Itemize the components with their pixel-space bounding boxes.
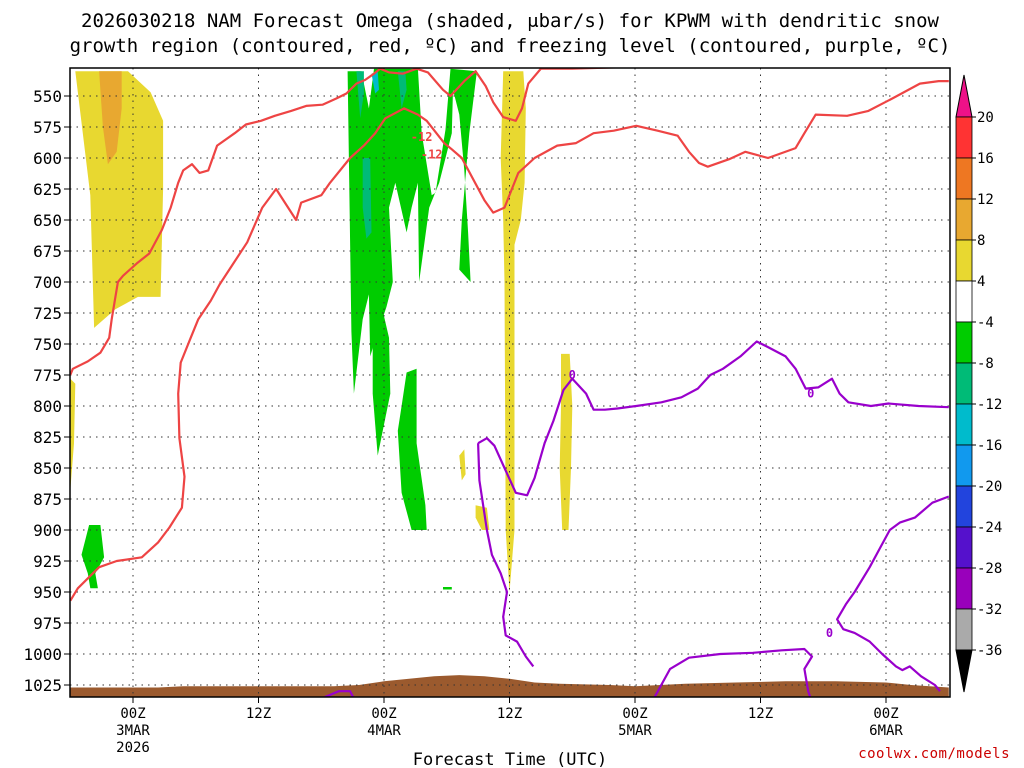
- colorbar-label-11: -28: [977, 561, 1002, 577]
- colorbar-bin-0: [955, 116, 973, 159]
- pressure-label-750: 750: [33, 335, 62, 354]
- colorbar-top-arrow: [955, 74, 973, 118]
- pressure-label-600: 600: [33, 149, 62, 168]
- omega-shading-layer: [70, 68, 573, 592]
- colorbar-bin-11: [955, 567, 973, 610]
- pressure-label-650: 650: [33, 211, 62, 230]
- credit-text: coolwx.com/models: [858, 746, 1010, 762]
- freezing-level-contour-2: [835, 495, 950, 692]
- colorbar-bin-6: [955, 362, 973, 405]
- omega-region-teal-core-b: [362, 158, 372, 239]
- omega-region-yellow-small-a: [559, 353, 573, 530]
- colorbar-label-13: -36: [977, 643, 1002, 659]
- colorbar-bin-7: [955, 403, 973, 446]
- omega-region-green-lower-2: [397, 368, 427, 530]
- pressure-label-800: 800: [33, 397, 62, 416]
- colorbar-bin-5: [955, 321, 973, 364]
- year-label-0: 2026: [116, 740, 150, 756]
- contour-label-3: 0: [807, 387, 814, 401]
- omega-region-yellow-left-edge: [70, 378, 76, 491]
- time-label-40: 00Z: [622, 706, 647, 722]
- colorbar-label-10: -24: [977, 520, 1002, 536]
- colorbar-bin-2: [955, 198, 973, 241]
- colorbar-label-3: 8: [977, 233, 985, 249]
- colorbar-label-6: -8: [977, 356, 994, 372]
- pressure-label-925: 925: [33, 552, 62, 571]
- pressure-label-675: 675: [33, 242, 62, 261]
- contour-label-4: 0: [826, 626, 833, 640]
- date-label-60: 6MAR: [869, 723, 903, 739]
- time-label-20: 00Z: [371, 706, 396, 722]
- omega-region-yellow-column-12z: [500, 71, 526, 592]
- pressure-label-550: 550: [33, 87, 62, 106]
- freezing-level-contour-0: [477, 340, 949, 497]
- pressure-label-850: 850: [33, 459, 62, 478]
- chart-title-line2: growth region (contoured, red, ºC) and f…: [70, 35, 951, 57]
- colorbar-bin-10: [955, 526, 973, 569]
- time-label-30: 12Z: [497, 706, 522, 722]
- snow-growth-contour-0: [70, 79, 949, 602]
- omega-region-yellow-upper-left: [75, 71, 164, 328]
- colorbar-bin-8: [955, 444, 973, 487]
- colorbar-label-7: -12: [977, 397, 1002, 413]
- colorbar-bin-1: [955, 157, 973, 200]
- omega-region-green-speck: [443, 587, 452, 590]
- contour-label-1: -12: [411, 130, 433, 144]
- omega-region-green-lower-left: [81, 525, 105, 589]
- gridlines: [70, 68, 950, 697]
- date-label-0: 3MAR: [116, 723, 150, 739]
- colorbar-bin-3: [955, 239, 973, 282]
- pressure-label-625: 625: [33, 180, 62, 199]
- snow-growth-contour-1: [70, 68, 639, 376]
- colorbar-label-4: 4: [977, 274, 985, 290]
- pressure-label-1000: 1000: [23, 645, 62, 664]
- contour-label-0: -12: [421, 147, 443, 161]
- pressure-label-950: 950: [33, 583, 62, 602]
- freezing-level-contour-3: [653, 647, 814, 697]
- omega-region-green-lower-1: [372, 294, 391, 456]
- colorbar-label-2: 12: [977, 192, 994, 208]
- time-label-50: 12Z: [748, 706, 773, 722]
- freezing-level-contour-1: [477, 443, 535, 668]
- colorbar-label-0: 20: [977, 110, 994, 126]
- freezing-level-contour-4: [322, 690, 355, 697]
- pressure-label-875: 875: [33, 490, 62, 509]
- colorbar-bottom-arrow: [955, 649, 973, 693]
- pressure-label-700: 700: [33, 273, 62, 292]
- contour-label-layer: -12 -12 0 0 0: [411, 130, 833, 640]
- colorbar-bin-4: [955, 280, 973, 323]
- colorbar-bin-9: [955, 485, 973, 528]
- time-label-10: 12Z: [246, 706, 271, 722]
- omega-region-yellow-small-c: [459, 449, 466, 481]
- colorbar-label-12: -32: [977, 602, 1002, 618]
- date-label-20: 4MAR: [367, 723, 401, 739]
- chart-title-line1: 2026030218 NAM Forecast Omega (shaded, μ…: [81, 10, 939, 32]
- pressure-label-975: 975: [33, 614, 62, 633]
- colorbar-label-5: -4: [977, 315, 994, 331]
- x-axis-label: Forecast Time (UTC): [413, 750, 607, 768]
- pressure-label-575: 575: [33, 118, 62, 137]
- pressure-label-1025: 1025: [23, 676, 62, 695]
- omega-region-orange-upper-left: [99, 71, 122, 165]
- time-label-60: 00Z: [873, 706, 898, 722]
- pressure-label-775: 775: [33, 366, 62, 385]
- contour-layer: [70, 68, 950, 697]
- colorbar: 20 16 12 8 4 -4 -8 -12 -16 -20 -24 -28 -32 -36: [955, 74, 1002, 693]
- omega-region-cyan-core: [371, 71, 379, 94]
- pressure-axis: 550 575 600 625 650 675 700 725 750 775 800 825 850 8…: [23, 87, 70, 695]
- pressure-label-825: 825: [33, 428, 62, 447]
- date-label-40: 5MAR: [618, 723, 652, 739]
- pressure-label-725: 725: [33, 304, 62, 323]
- omega-region-teal-core-c: [397, 71, 407, 109]
- time-label-0: 00Z: [120, 706, 145, 722]
- pressure-label-900: 900: [33, 521, 62, 540]
- colorbar-label-8: -16: [977, 438, 1002, 454]
- contour-label-2: 0: [569, 368, 576, 382]
- colorbar-label-9: -20: [977, 479, 1002, 495]
- colorbar-bin-12: [955, 608, 973, 651]
- colorbar-label-1: 16: [977, 151, 994, 167]
